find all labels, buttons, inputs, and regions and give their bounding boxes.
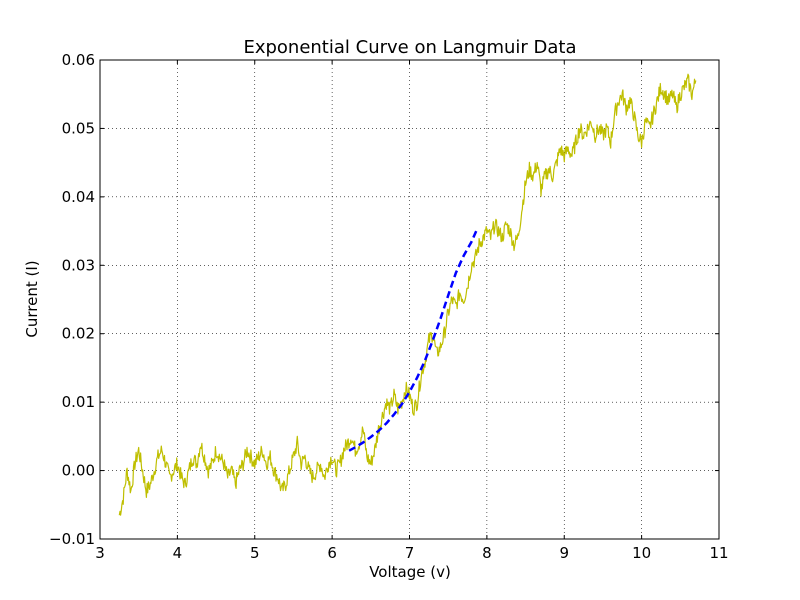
fit-curve-line (348, 229, 478, 452)
x-tick-label: 3 (95, 544, 105, 562)
x-axis-label: Voltage (v) (369, 563, 451, 581)
x-tick-label: 6 (327, 544, 337, 562)
y-tick-label: 0.05 (62, 119, 95, 137)
y-tick-label: 0.02 (62, 325, 95, 343)
axes-background (100, 60, 719, 539)
y-tick-label: 0.00 (62, 462, 95, 480)
series-layer (118, 73, 697, 516)
x-tick-label: 9 (559, 544, 569, 562)
x-tick-label: 7 (405, 544, 415, 562)
chart-title: Exponential Curve on Langmuir Data (243, 37, 576, 58)
x-tick-label: 11 (709, 544, 728, 562)
y-tick-label: −0.01 (49, 530, 95, 548)
y-tick-label: 0.03 (62, 256, 95, 274)
ticks: 3 4 5 6 7 8 9 10 11 −0.01 0.00 0.01 0.02 0.03 0.04 0.05… (49, 51, 729, 562)
x-tick-label: 5 (250, 544, 260, 562)
y-tick-label: 0.06 (62, 51, 95, 69)
x-tick-label: 8 (482, 544, 492, 562)
x-tick-label: 10 (632, 544, 651, 562)
y-tick-label: 0.04 (62, 188, 95, 206)
y-tick-label: 0.01 (62, 393, 95, 411)
y-axis-label: Current (I) (23, 260, 41, 337)
plot-area: 3 4 5 6 7 8 9 10 11 −0.01 0.00 0.01 0.02 0.03 0.04 0.05… (49, 51, 729, 562)
x-tick-label: 4 (173, 544, 183, 562)
